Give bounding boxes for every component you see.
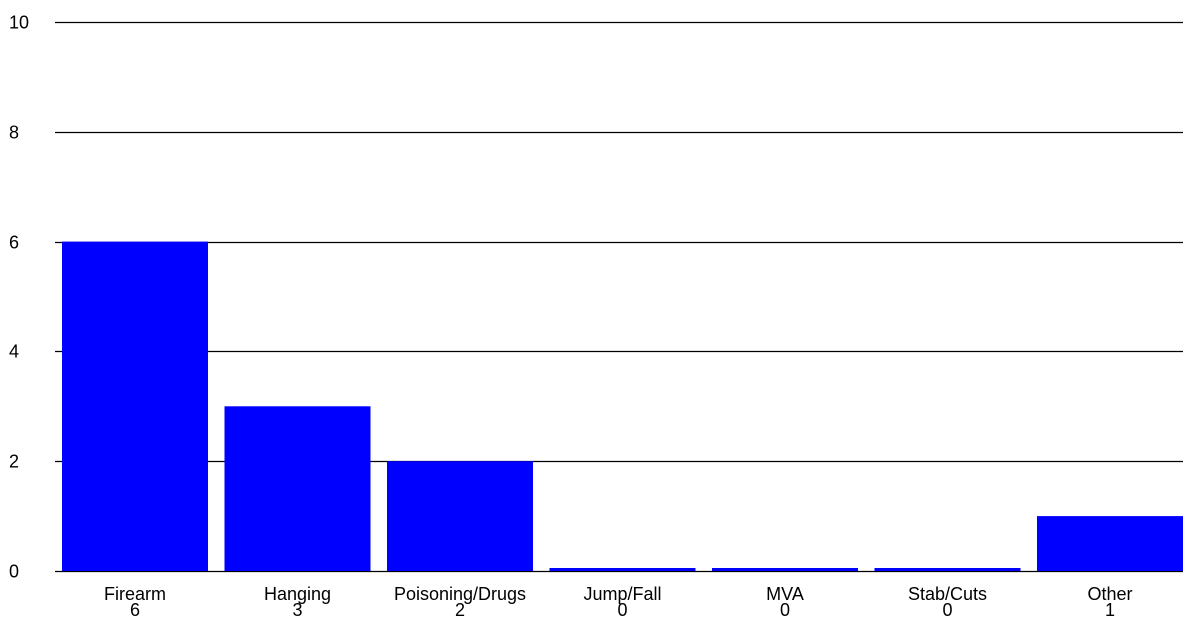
data-label: 2 [455,600,465,620]
data-label: 0 [942,600,952,620]
y-tick-label: 4 [9,342,19,362]
bar [62,241,208,571]
data-label: 1 [1105,600,1115,620]
y-tick-label: 2 [9,452,19,472]
gridlines [55,21,1183,573]
data-label: 3 [292,600,302,620]
bar [874,568,1021,571]
y-tick-label: 6 [9,233,19,253]
x-tick-label: Other [1087,584,1132,604]
bar [387,461,533,571]
y-tick-label: 0 [9,562,19,582]
y-tick-label: 8 [9,123,19,143]
bar [549,568,696,571]
x-tick-label: Poisoning/Drugs [394,584,526,604]
x-tick-label: Firearm [104,584,166,604]
x-tick-label: Jump/Fall [583,584,661,604]
bars [62,241,1183,571]
data-label: 0 [617,600,627,620]
data-label: 0 [780,600,790,620]
data-label: 6 [130,600,140,620]
bar [1037,516,1183,571]
y-axis-ticks: 0 2 4 6 8 10 [9,13,29,582]
x-tick-label: MVA [766,584,804,604]
x-tick-label: Hanging [264,584,331,604]
x-tick-label: Stab/Cuts [908,584,987,604]
y-tick-label: 10 [9,13,29,33]
bar [224,406,371,571]
bar [712,568,858,571]
